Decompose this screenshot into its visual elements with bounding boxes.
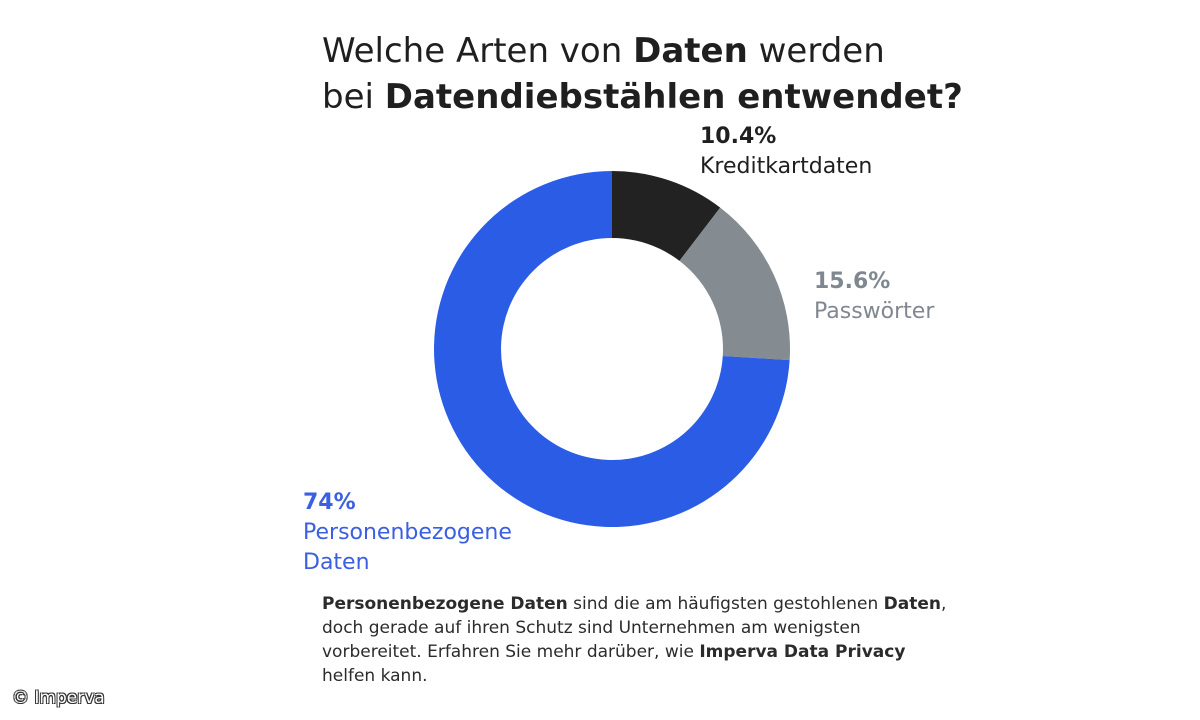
chart-title: Welche Arten von Daten werden bei Datend… [322,28,963,120]
label-personenbezogene-name-line2: Daten [303,550,370,575]
title-line1-regular: Welche Arten von [322,31,634,71]
label-kreditkartdaten: 10.4% Kreditkartdaten [700,122,872,182]
label-personenbezogene-percent: 74% [303,490,356,515]
desc-bold-1: Personenbezogene Daten [322,594,568,614]
title-line2-regular: bei [322,77,385,117]
label-passwoerter: 15.6% Passwörter [814,267,934,327]
desc-bold-2: Daten [883,594,942,614]
title-line1-end: werden [747,31,885,71]
label-personenbezogene-name-line1: Personenbezogene [303,520,512,545]
desc-text-2: , doch gerade auf ihren Schutz sind Unte… [322,594,947,662]
label-kreditkartdaten-percent: 10.4% [700,124,777,149]
description-text: Personenbezogene Daten sind die am häufi… [322,592,962,688]
label-passwoerter-name: Passwörter [814,299,935,324]
desc-text-1: sind die am häufigsten gestohlenen [567,594,884,614]
donut-slice-personenbezogene-daten [433,171,790,527]
desc-text-3: helfen kann. [322,666,428,686]
label-personenbezogene-daten: 74% Personenbezogene Daten [303,488,512,578]
desc-bold-3: Imperva Data Privacy [699,642,906,662]
donut-slice-passwörter [679,207,790,361]
title-line1-bold: Daten [633,31,748,71]
label-passwoerter-percent: 15.6% [814,269,891,294]
donut-slice-kreditkartdaten [612,171,721,261]
label-kreditkartdaten-name: Kreditkartdaten [700,154,873,179]
copyright-credit: © Imperva [12,688,105,708]
title-line2-bold: Datendiebstählen entwendet? [384,77,963,117]
